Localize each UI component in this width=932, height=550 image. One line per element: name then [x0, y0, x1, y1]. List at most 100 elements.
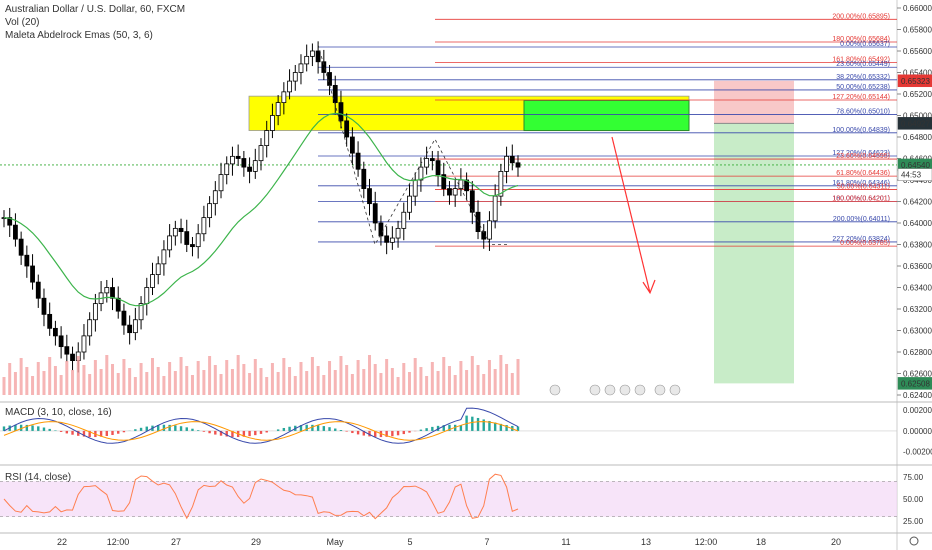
macd-histogram-bar — [453, 424, 457, 431]
volume-bar — [145, 372, 149, 395]
volume-bar — [493, 369, 497, 395]
macd-histogram-bar — [157, 425, 160, 431]
volume-bar — [505, 364, 509, 395]
macd-histogram-bar — [254, 430, 257, 436]
volume-bar — [447, 366, 451, 395]
candle-body — [287, 80, 292, 93]
fib-level-label: 127.20%(0.64623) — [832, 150, 890, 157]
candle-body — [338, 102, 344, 122]
macd-histogram-bar — [242, 430, 246, 437]
fib-level-label: 50.00%(0.64311) — [837, 184, 890, 191]
macd-histogram-bar — [311, 424, 314, 431]
volume-legend: Vol (20) — [5, 17, 40, 28]
fib-level-label: 50.00%(0.65238) — [836, 84, 890, 91]
time-tick-label: 29 — [251, 537, 261, 547]
volume-bar — [419, 367, 423, 395]
candle-body — [481, 231, 487, 240]
candle-body — [172, 227, 178, 237]
macd-line — [3, 407, 519, 444]
fib-level-label: 161.80%(0.65492) — [832, 57, 890, 64]
candle-body — [87, 319, 93, 337]
price-tick-label: 0.63400 — [903, 284, 932, 293]
macd-histogram-bar — [442, 425, 445, 431]
candle-body — [361, 168, 367, 190]
event-flag-icon — [619, 384, 631, 396]
macd-histogram-bar — [356, 430, 360, 435]
volume-bar — [242, 364, 246, 395]
candle-body — [184, 231, 190, 245]
price-label-box — [897, 74, 932, 88]
volume-bar — [368, 355, 372, 395]
rsi-tick-label: 50.00 — [903, 495, 924, 504]
candle-body — [47, 313, 53, 329]
zigzag-pattern — [317, 44, 508, 246]
candle-body — [395, 227, 401, 239]
volume-bar — [293, 376, 297, 395]
macd-signal-line — [3, 421, 519, 441]
candle-body — [452, 188, 458, 196]
volume-bar — [42, 371, 46, 395]
stop-loss-zone — [714, 80, 794, 124]
price-tick-label: 0.64000 — [903, 219, 932, 228]
volume-bar — [322, 375, 326, 395]
macd-histogram-bar — [122, 430, 126, 433]
price-tick-label: 0.64800 — [903, 133, 932, 142]
time-tick-label: 22 — [57, 537, 67, 547]
volume-bar — [230, 369, 234, 395]
volume-bar — [162, 376, 166, 395]
macd-histogram-bar — [265, 430, 268, 433]
candle-body — [247, 166, 252, 172]
forecast-arrow-head — [642, 279, 656, 295]
macd-histogram-bar — [436, 425, 440, 431]
candle-body — [292, 72, 298, 82]
candle-body — [167, 235, 173, 251]
macd-histogram-bar — [59, 430, 63, 432]
candle-body — [230, 155, 235, 165]
price-label-text: 0.64927 — [901, 119, 930, 128]
volume-bar — [213, 365, 217, 395]
macd-histogram-bar — [339, 430, 343, 431]
event-flag-icon — [589, 384, 601, 396]
fib-level-label: 38.20%(0.65332) — [836, 74, 890, 81]
macd-histogram-bar — [179, 426, 183, 431]
macd-histogram-bar — [505, 425, 508, 431]
macd-histogram-bar — [299, 425, 303, 431]
candle-body — [252, 160, 258, 172]
event-flag-icon — [604, 384, 616, 396]
volume-bar — [111, 364, 115, 395]
volume-bar — [430, 362, 434, 395]
fib-level-label: 23.60%(0.65449) — [836, 61, 890, 68]
fib-level-label: 0.00%(0.63785) — [840, 240, 890, 247]
candle-body — [327, 72, 332, 86]
candle-body — [224, 163, 230, 176]
event-flag-icon — [634, 384, 646, 396]
candle-body — [315, 50, 321, 63]
macd-histogram-bar — [214, 430, 217, 435]
candle-body — [258, 145, 264, 162]
candle-body — [155, 263, 161, 276]
macd-histogram-bar — [219, 430, 223, 436]
macd-histogram-bar — [328, 427, 331, 431]
price-tick-label: 0.63000 — [903, 327, 932, 336]
fib-level-label: 180.00%(0.65684) — [832, 36, 890, 43]
macd-histogram-bar — [368, 430, 371, 437]
candle-body — [201, 217, 207, 235]
volume-bar — [328, 361, 332, 395]
rsi-band — [0, 481, 897, 517]
candle-body — [401, 211, 407, 229]
volume-bar — [310, 357, 314, 395]
volume-bar — [36, 362, 40, 395]
macd-histogram-bar — [448, 424, 451, 431]
macd-histogram-bar — [19, 424, 23, 431]
rsi-legend: RSI (14, close) — [5, 472, 72, 483]
candle-body — [275, 102, 281, 116]
time-tick-label: 13 — [641, 537, 651, 547]
candle-body — [355, 152, 361, 170]
volume-bar — [339, 356, 343, 395]
macd-tick-label: 0.00000 — [903, 427, 932, 436]
volume-bar — [225, 360, 229, 395]
fib-level-label: 161.80%(0.64346) — [832, 180, 890, 187]
candle-body — [18, 238, 24, 256]
fib-level-label: 100.00%(0.64839) — [832, 127, 890, 134]
